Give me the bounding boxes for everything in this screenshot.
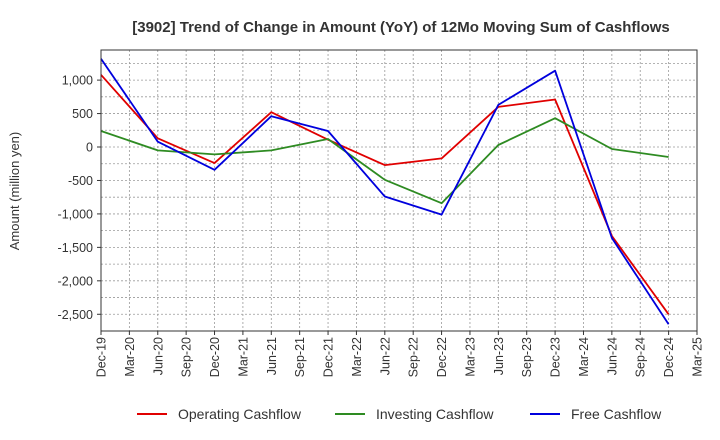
x-tick-label: Dec-23: [549, 337, 563, 377]
x-tick-label: Jun-22: [378, 337, 392, 375]
legend-label-operating-cashflow: Operating Cashflow: [178, 406, 302, 422]
x-tick-label: Dec-24: [662, 337, 676, 377]
x-tick-label: Mar-21: [236, 337, 250, 377]
x-tick-label: Dec-20: [208, 337, 222, 377]
x-tick-label: Mar-20: [123, 337, 137, 377]
x-tick-label: Mar-25: [691, 337, 705, 377]
x-tick-label: Mar-24: [577, 337, 591, 377]
x-tick-labels: Dec-19 Mar-20 Jun-20 Sep-20 Dec-20 Mar-21 Jun-…: [95, 331, 705, 377]
x-tick-label: Sep-21: [293, 337, 307, 377]
legend-label-investing-cashflow: Investing Cashflow: [376, 406, 494, 422]
y-tick-label: -500: [68, 174, 93, 188]
y-axis-label: Amount (million yen): [7, 132, 22, 251]
y-tick-label: -2,500: [58, 308, 93, 322]
plot-frame: [100, 49, 698, 332]
x-tick-label: Sep-24: [634, 337, 648, 377]
y-tick-label: 0: [86, 141, 93, 155]
series-lines: [100, 58, 670, 325]
x-tick-label: Dec-21: [322, 337, 336, 377]
x-tick-label: Jun-23: [492, 337, 506, 375]
x-tick-label: Jun-20: [151, 337, 165, 375]
operating-cashflow-line: [100, 74, 670, 315]
x-tick-label: Dec-19: [95, 337, 109, 377]
y-tick-label: -1,000: [58, 207, 93, 221]
x-tick-label: Jun-21: [265, 337, 279, 375]
x-tick-label: Sep-20: [180, 337, 194, 377]
y-tick-labels: 1,000 500 0 -500 -1,000 -1,500 -2,000 -2,500: [58, 74, 101, 322]
y-tick-label: 500: [72, 107, 93, 121]
free-cashflow-line: [100, 58, 670, 325]
y-tick-label: -2,000: [58, 274, 93, 288]
y-tick-label: -1,500: [58, 241, 93, 255]
legend: Operating Cashflow Investing Cashflow Free…: [137, 406, 662, 422]
legend-label-free-cashflow: Free Cashflow: [571, 406, 662, 422]
x-tick-label: Jun-24: [605, 337, 619, 375]
x-tick-label: Sep-22: [407, 337, 421, 377]
x-tick-label: Sep-23: [520, 337, 534, 377]
y-tick-label: 1,000: [62, 74, 93, 88]
x-tick-label: Mar-23: [463, 337, 477, 377]
x-tick-label: Mar-22: [350, 337, 364, 377]
x-tick-label: Dec-22: [435, 337, 449, 377]
chart-title: [3902] Trend of Change in Amount (YoY) o…: [132, 19, 670, 36]
